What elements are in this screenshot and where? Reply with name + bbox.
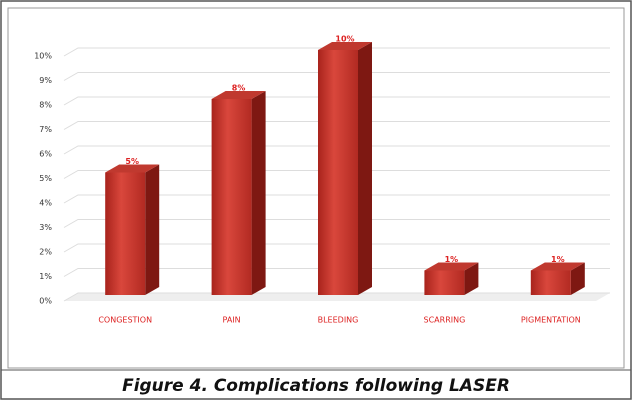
x-tick-label: CONGESTION bbox=[98, 316, 152, 325]
bar-top bbox=[530, 262, 585, 271]
y-tick-label: 2% bbox=[39, 248, 52, 257]
y-tick-label: 6% bbox=[39, 150, 52, 159]
bar-top bbox=[105, 164, 160, 173]
floor bbox=[64, 293, 610, 301]
bar bbox=[530, 270, 571, 295]
y-tick-label: 8% bbox=[39, 101, 52, 110]
y-tick-label: 7% bbox=[39, 125, 52, 134]
grid-line bbox=[63, 145, 610, 155]
y-tick-label: 1% bbox=[39, 272, 52, 281]
y-tick-label: 4% bbox=[39, 199, 52, 208]
bar bbox=[105, 172, 146, 295]
grid-line bbox=[63, 243, 610, 253]
value-label: 1% bbox=[551, 255, 565, 264]
y-tick-label: 10% bbox=[34, 52, 52, 61]
value-label: 8% bbox=[232, 84, 246, 93]
value-label: 5% bbox=[125, 157, 139, 166]
grid-line bbox=[63, 194, 610, 204]
bar-side bbox=[464, 262, 479, 295]
bar-top bbox=[318, 42, 372, 50]
bar-side bbox=[570, 262, 585, 295]
grid-line bbox=[63, 121, 610, 130]
y-tick-label: 3% bbox=[39, 223, 52, 232]
y-tick-label: 5% bbox=[39, 174, 52, 183]
value-label: 1% bbox=[445, 255, 459, 264]
bar bbox=[211, 99, 252, 295]
bar-side bbox=[358, 42, 372, 295]
chart-area bbox=[7, 7, 625, 369]
bar bbox=[318, 50, 358, 295]
grid-line bbox=[63, 170, 610, 179]
y-tick-label: 0% bbox=[39, 297, 52, 306]
bar-top bbox=[211, 91, 266, 99]
y-tick-label: 9% bbox=[39, 76, 52, 85]
bar-side bbox=[145, 164, 160, 295]
x-tick-label: PIGMENTATION bbox=[521, 316, 581, 325]
x-tick-label: BLEEDING bbox=[318, 316, 359, 325]
x-tick-label: PAIN bbox=[223, 316, 241, 325]
value-label: 10% bbox=[335, 35, 354, 44]
grid-line bbox=[63, 47, 610, 57]
grid-line bbox=[63, 72, 610, 81]
grid-line bbox=[63, 96, 610, 106]
x-tick-label: SCARRING bbox=[424, 316, 466, 325]
bar-top bbox=[424, 262, 479, 271]
chart-title: Figure 4. Complications following LASER bbox=[122, 376, 510, 396]
bar-side bbox=[251, 91, 266, 295]
grid-line bbox=[63, 219, 610, 228]
bar bbox=[424, 270, 465, 295]
